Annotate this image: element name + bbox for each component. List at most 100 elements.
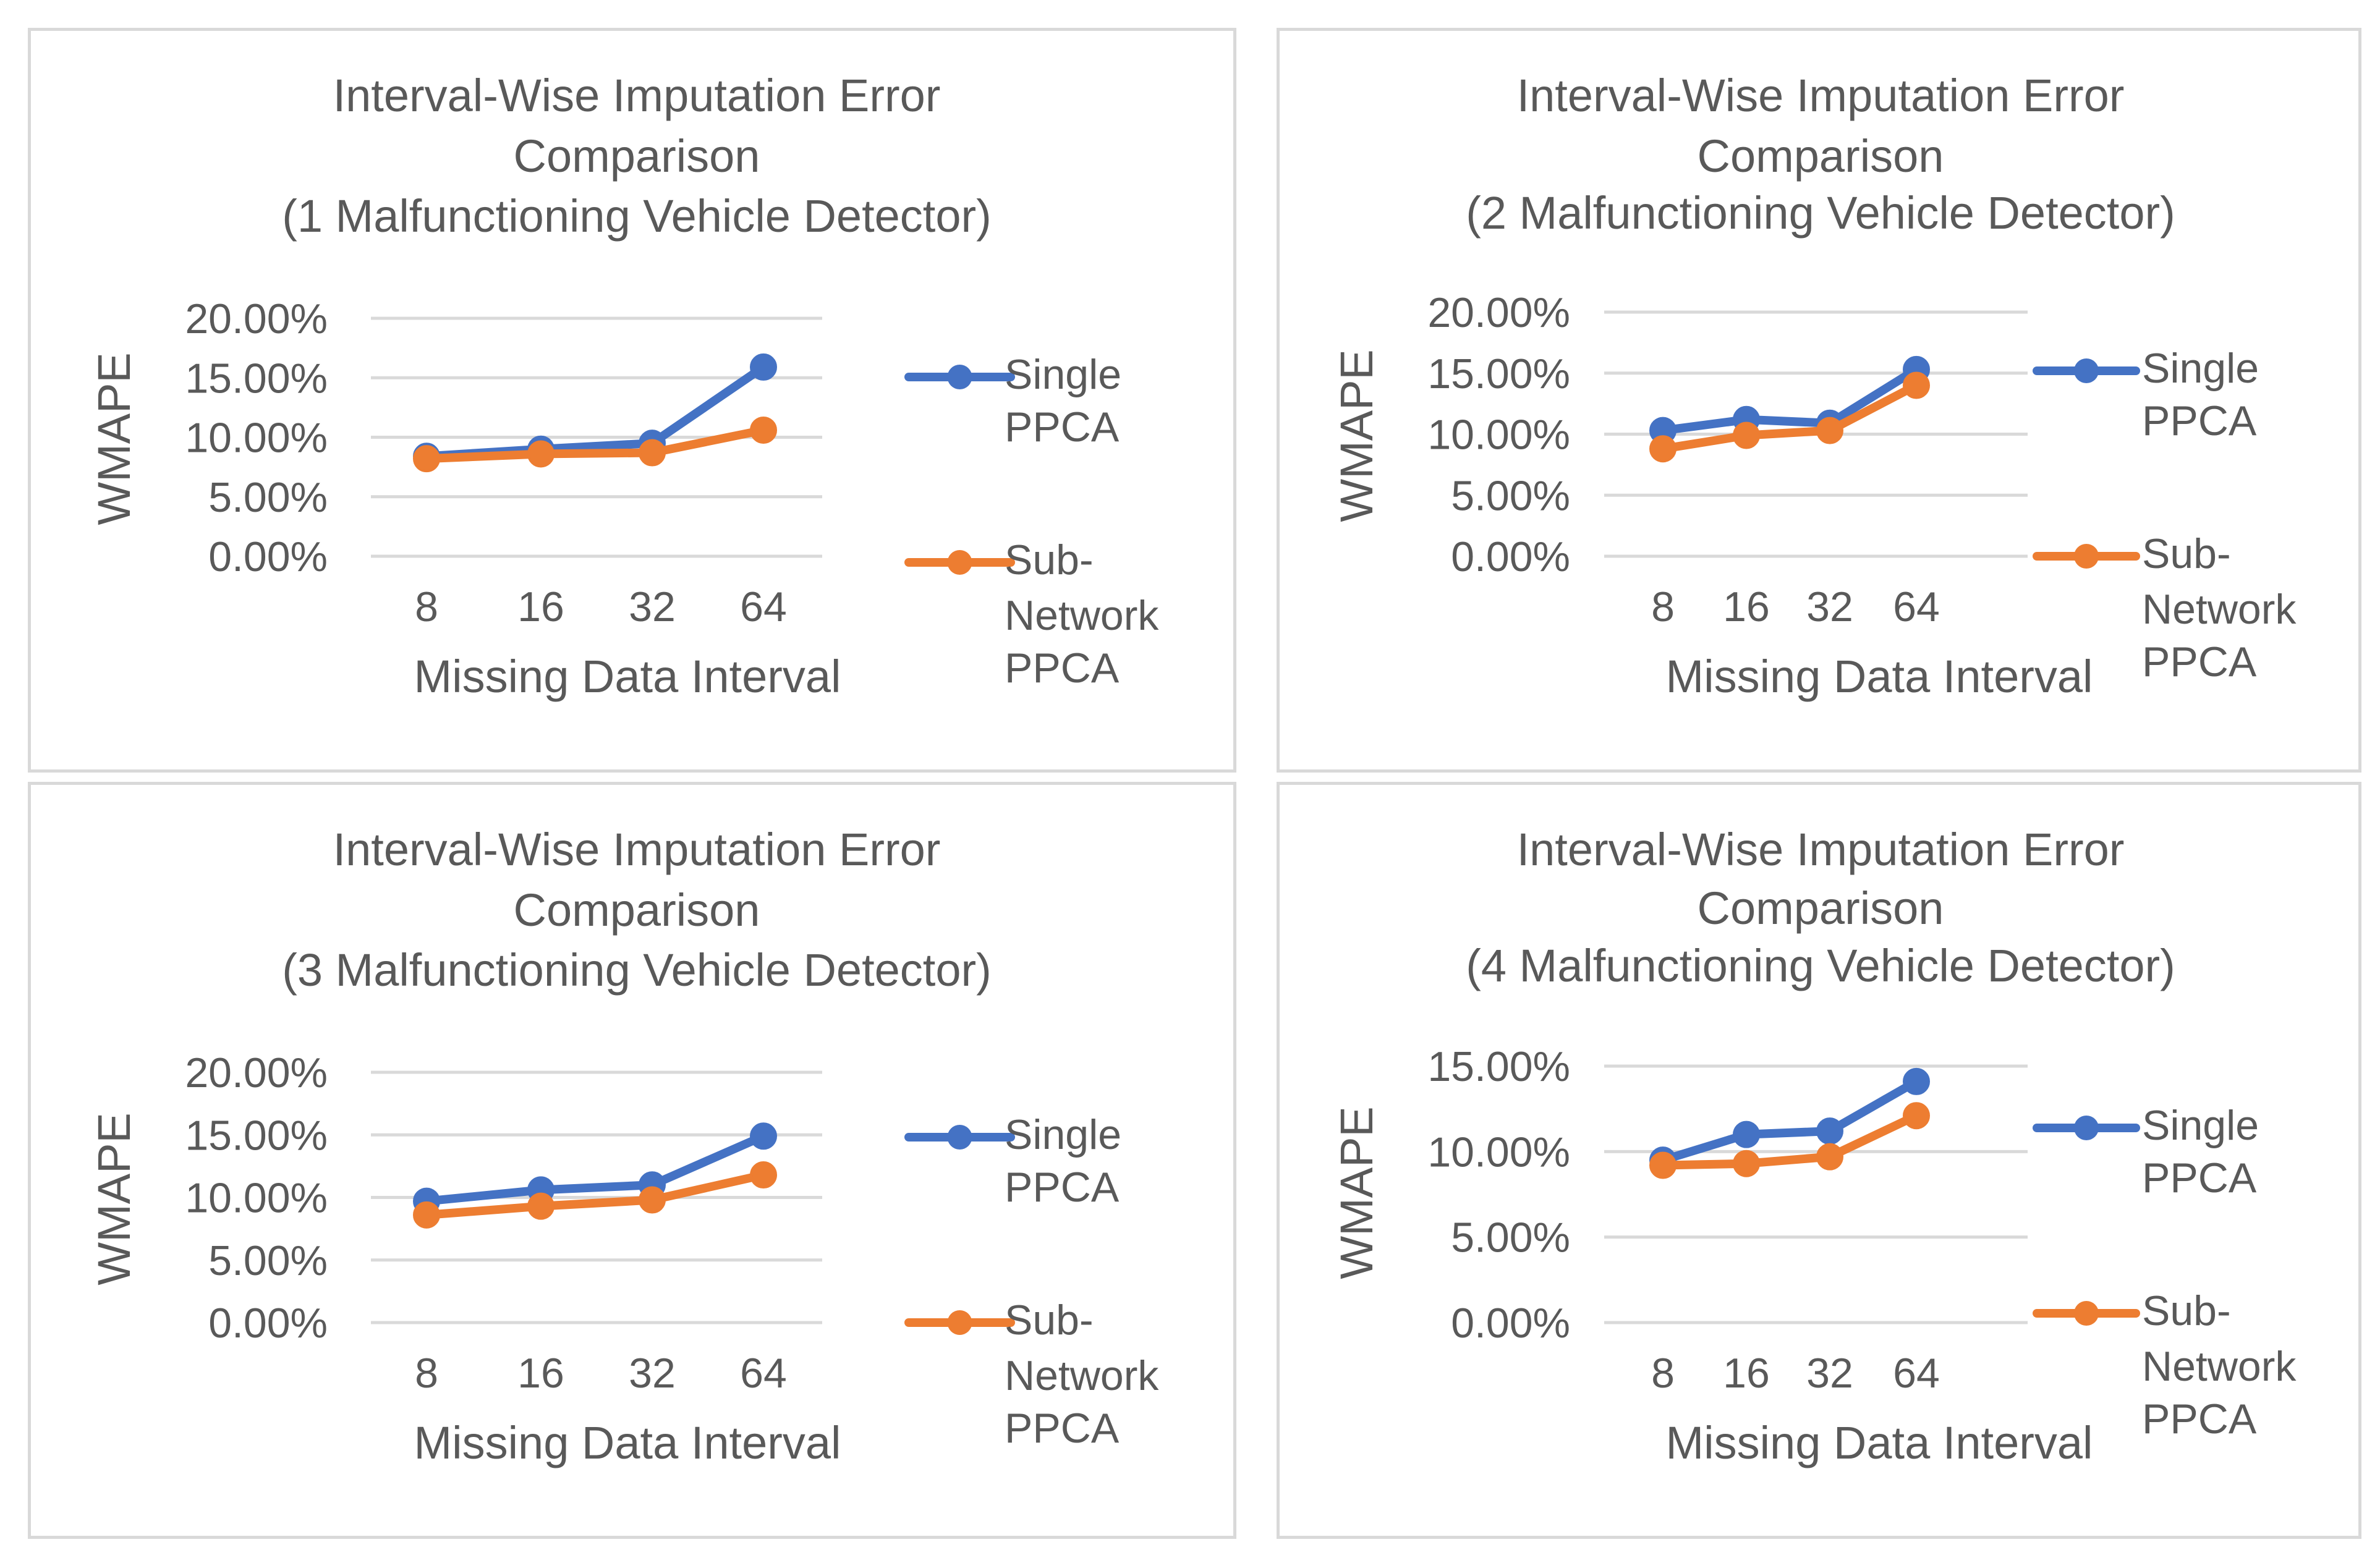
chart-1: Interval-Wise Imputation Error Comparison…	[88, 70, 1159, 702]
chart-title-line: Comparison	[1698, 130, 1944, 182]
x-tick-label: 8	[1651, 583, 1675, 630]
y-tick-label: 0.00%	[208, 1300, 328, 1347]
legend-label-single-ppca: PPCA	[2142, 397, 2257, 444]
series-line-single-ppca	[1659, 1077, 1921, 1165]
legend-label-sub-network-ppca: Network	[2142, 1343, 2297, 1390]
data-point-sub-network-ppca	[750, 416, 777, 444]
chart-title-line: Comparison	[1698, 883, 1944, 934]
y-tick-label: 10.00%	[185, 415, 328, 462]
data-point-single-ppca	[1733, 1120, 1760, 1148]
x-tick-label: 8	[1651, 1350, 1675, 1397]
y-tick-label: 15.00%	[1427, 350, 1570, 397]
y-tick-label: 5.00%	[208, 1237, 328, 1284]
legend-label-sub-network-ppca: Sub-	[2142, 530, 2231, 577]
data-point-sub-network-ppca	[1649, 435, 1677, 463]
data-point-single-ppca	[750, 1122, 777, 1150]
y-tick-label: 0.00%	[1451, 533, 1570, 580]
x-tick-label: 32	[1806, 1350, 1853, 1397]
chart-title-line: (3 Malfunctioning Vehicle Detector)	[282, 944, 992, 996]
series-line-sub-network-ppca	[1659, 381, 1921, 454]
y-tick-label: 20.00%	[1427, 289, 1570, 336]
legend-label-sub-network-ppca: Sub-	[1005, 536, 1094, 583]
legend-label-single-ppca: PPCA	[1005, 404, 1120, 451]
chart-panel-2: Interval-Wise Imputation Error Comparison…	[1277, 28, 2361, 773]
series-line-sub-network-ppca	[422, 1171, 768, 1219]
series-line-single-ppca	[422, 1132, 768, 1206]
legend-marker-sub-network-ppca	[947, 550, 972, 575]
y-tick-label: 15.00%	[185, 355, 328, 402]
data-point-sub-network-ppca	[1903, 371, 1930, 399]
legend-marker-single-ppca	[2074, 1116, 2099, 1140]
y-tick-label: 0.00%	[1451, 1300, 1570, 1347]
x-tick-label: 16	[1723, 583, 1770, 630]
chart-title-line: (1 Malfunctioning Vehicle Detector)	[282, 190, 992, 242]
chart-3: Interval-Wise Imputation Error Comparison…	[88, 824, 1159, 1468]
chart-title-line: (2 Malfunctioning Vehicle Detector)	[1466, 187, 2175, 239]
y-tick-label: 20.00%	[185, 295, 328, 342]
data-point-single-ppca	[750, 353, 777, 381]
x-tick-label: 64	[740, 1350, 787, 1397]
legend-label-single-ppca: Single	[2142, 1102, 2259, 1149]
data-point-sub-network-ppca	[639, 439, 666, 467]
legend-label-sub-network-ppca: PPCA	[2142, 638, 2257, 685]
data-point-sub-network-ppca	[1903, 1102, 1930, 1130]
data-point-single-ppca	[1816, 1117, 1843, 1145]
y-tick-label: 10.00%	[1427, 1129, 1570, 1175]
data-point-sub-network-ppca	[639, 1186, 666, 1214]
y-axis-title: WMAPE	[1331, 349, 1382, 522]
x-axis-title: Missing Data Interval	[414, 1417, 841, 1468]
legend-label-sub-network-ppca: Network	[1005, 592, 1159, 639]
legend-label-single-ppca: PPCA	[2142, 1154, 2257, 1201]
chart-panel-4: Interval-Wise Imputation Error Comparison…	[1277, 782, 2361, 1539]
x-tick-label: 32	[629, 1350, 676, 1397]
data-point-sub-network-ppca	[1816, 1143, 1843, 1171]
x-axis-title: Missing Data Interval	[414, 651, 841, 702]
chart-title-line: Comparison	[514, 130, 760, 182]
legend-label-sub-network-ppca: PPCA	[1005, 645, 1120, 692]
data-point-sub-network-ppca	[527, 440, 555, 468]
y-tick-label: 10.00%	[185, 1175, 328, 1222]
y-tick-label: 5.00%	[1451, 472, 1570, 519]
legend-label-single-ppca: Single	[1005, 351, 1121, 398]
x-axis-title: Missing Data Interval	[1666, 651, 2093, 702]
series-line-sub-network-ppca	[422, 425, 768, 464]
legend-marker-sub-network-ppca	[947, 1310, 972, 1335]
x-tick-label: 16	[1723, 1350, 1770, 1397]
legend-label-sub-network-ppca: PPCA	[1005, 1405, 1120, 1452]
chart-panel-3: Interval-Wise Imputation Error Comparison…	[28, 782, 1236, 1539]
y-axis-title: WMAPE	[88, 352, 140, 525]
chart-title-line: Interval-Wise Imputation Error	[333, 824, 941, 875]
chart-4: Interval-Wise Imputation Error Comparison…	[1331, 824, 2297, 1468]
legend-label-single-ppca: Single	[1005, 1111, 1121, 1158]
y-axis-title: WMAPE	[88, 1112, 140, 1286]
legend-marker-single-ppca	[947, 365, 972, 389]
data-point-sub-network-ppca	[1649, 1151, 1677, 1179]
legend-label-single-ppca: Single	[2142, 345, 2259, 392]
x-tick-label: 16	[517, 1350, 564, 1397]
data-point-sub-network-ppca	[750, 1161, 777, 1189]
legend-marker-sub-network-ppca	[2074, 544, 2099, 569]
legend-label-sub-network-ppca: Sub-	[2142, 1287, 2231, 1334]
legend-label-sub-network-ppca: Network	[2142, 586, 2297, 633]
x-tick-label: 16	[517, 583, 564, 630]
data-point-sub-network-ppca	[1733, 421, 1760, 449]
x-tick-label: 8	[415, 1350, 438, 1397]
chart-title-line: Interval-Wise Imputation Error	[1517, 824, 2125, 875]
y-tick-label: 5.00%	[208, 474, 328, 521]
x-tick-label: 64	[1893, 583, 1940, 630]
legend-label-sub-network-ppca: Sub-	[1005, 1297, 1094, 1344]
series-line-single-ppca	[1659, 365, 1921, 435]
legend-marker-single-ppca	[2074, 358, 2099, 383]
y-tick-label: 0.00%	[208, 533, 328, 580]
x-tick-label: 32	[1806, 583, 1853, 630]
x-tick-label: 64	[1893, 1350, 1940, 1397]
x-tick-label: 32	[629, 583, 676, 630]
data-point-sub-network-ppca	[413, 1201, 440, 1229]
chart-panel-1: Interval-Wise Imputation Error Comparison…	[28, 28, 1236, 773]
y-tick-label: 5.00%	[1451, 1214, 1570, 1261]
y-axis-title: WMAPE	[1331, 1106, 1382, 1279]
chart-title-line: Interval-Wise Imputation Error	[1517, 70, 2125, 121]
y-tick-label: 20.00%	[185, 1049, 328, 1096]
data-point-sub-network-ppca	[413, 445, 440, 473]
data-point-sub-network-ppca	[1733, 1150, 1760, 1177]
